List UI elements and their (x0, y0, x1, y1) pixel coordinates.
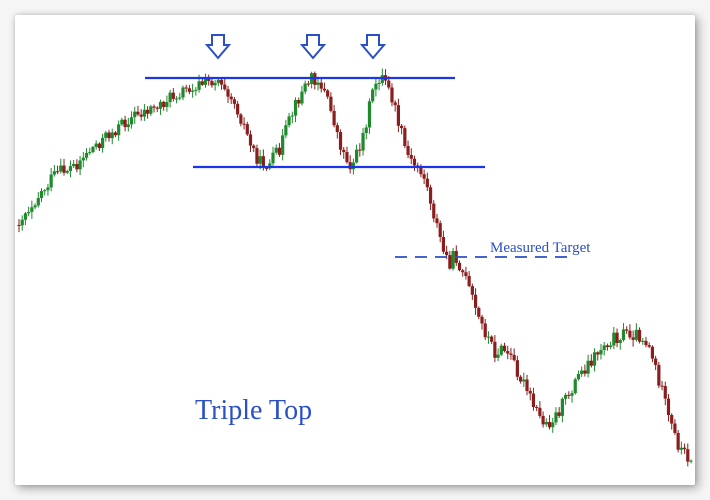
chart-frame: Triple Top Measured Target (15, 15, 695, 485)
measured-target-label: Measured Target (490, 240, 590, 257)
pattern-title: Triple Top (195, 395, 312, 427)
top-arrow-1 (207, 35, 229, 58)
candlestick-chart (15, 15, 695, 485)
top-arrow-3 (362, 35, 384, 58)
top-arrow-2 (302, 35, 324, 58)
chart-area (15, 15, 695, 485)
